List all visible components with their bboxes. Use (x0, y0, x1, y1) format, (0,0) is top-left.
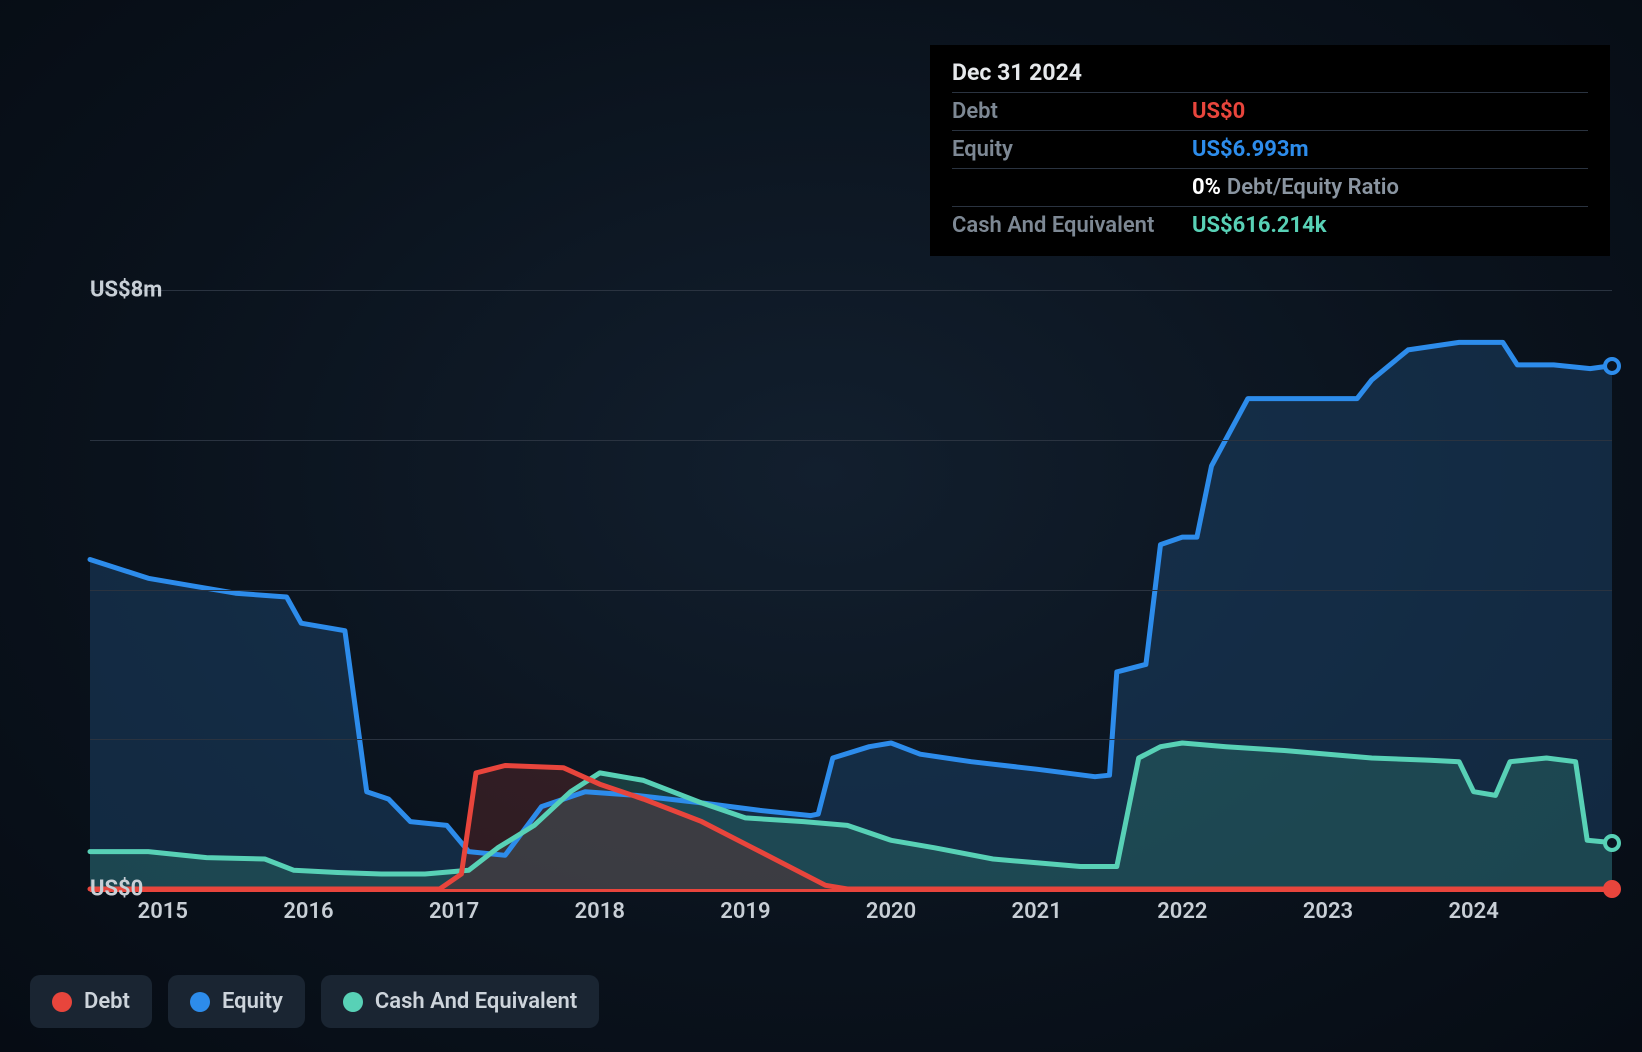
gridline (90, 739, 1612, 740)
legend-item-cash-and-equivalent[interactable]: Cash And Equivalent (321, 975, 599, 1028)
x-axis-label: 2019 (720, 899, 770, 924)
tooltip-row: EquityUS$6.993m (952, 130, 1588, 168)
tooltip-title: Dec 31 2024 (952, 59, 1588, 92)
tooltip-row-label: Debt (952, 99, 1192, 124)
tooltip-row: 0% Debt/Equity Ratio (952, 168, 1588, 206)
x-axis-label: 2022 (1157, 899, 1207, 924)
tooltip-row-value: 0% (1192, 175, 1221, 200)
x-axis-label: 2016 (283, 899, 333, 924)
legend-dot (343, 992, 363, 1012)
tooltip-row-value: US$616.214k (1192, 213, 1327, 238)
tooltip-row-extra: Debt/Equity Ratio (1227, 175, 1399, 200)
end-marker-debt (1603, 880, 1621, 898)
legend-dot (52, 992, 72, 1012)
legend-label: Cash And Equivalent (375, 989, 577, 1014)
y-axis-label: US$8m (90, 278, 145, 303)
x-axis-label: 2023 (1303, 899, 1353, 924)
y-axis-label: US$0 (90, 877, 145, 902)
tooltip-row-label: Equity (952, 137, 1192, 162)
x-axis-label: 2018 (575, 899, 625, 924)
tooltip-panel: Dec 31 2024 DebtUS$0EquityUS$6.993m0% De… (930, 45, 1610, 256)
tooltip-row-label: Cash And Equivalent (952, 213, 1192, 238)
end-marker-equity (1603, 357, 1621, 375)
end-marker-cash-and-equivalent (1603, 834, 1621, 852)
legend: Debt Equity Cash And Equivalent (30, 975, 599, 1028)
tooltip-row: DebtUS$0 (952, 92, 1588, 130)
legend-label: Equity (222, 989, 283, 1014)
gridline (90, 440, 1612, 441)
tooltip-row: Cash And EquivalentUS$616.214k (952, 206, 1588, 244)
tooltip-row-label (952, 175, 1192, 200)
x-axis-label: 2015 (138, 899, 188, 924)
legend-label: Debt (84, 989, 130, 1014)
gridline (90, 290, 1612, 291)
x-axis-label: 2020 (866, 899, 916, 924)
legend-item-debt[interactable]: Debt (30, 975, 152, 1028)
legend-dot (190, 992, 210, 1012)
legend-item-equity[interactable]: Equity (168, 975, 305, 1028)
x-axis-label: 2024 (1448, 899, 1498, 924)
plot-area[interactable]: US$0US$8m2015201620172018201920202021202… (90, 290, 1612, 892)
gridline (90, 590, 1612, 591)
x-axis-label: 2017 (429, 899, 479, 924)
x-axis-label: 2021 (1012, 899, 1062, 924)
tooltip-row-value: US$0 (1192, 99, 1245, 124)
tooltip-row-value: US$6.993m (1192, 137, 1309, 162)
